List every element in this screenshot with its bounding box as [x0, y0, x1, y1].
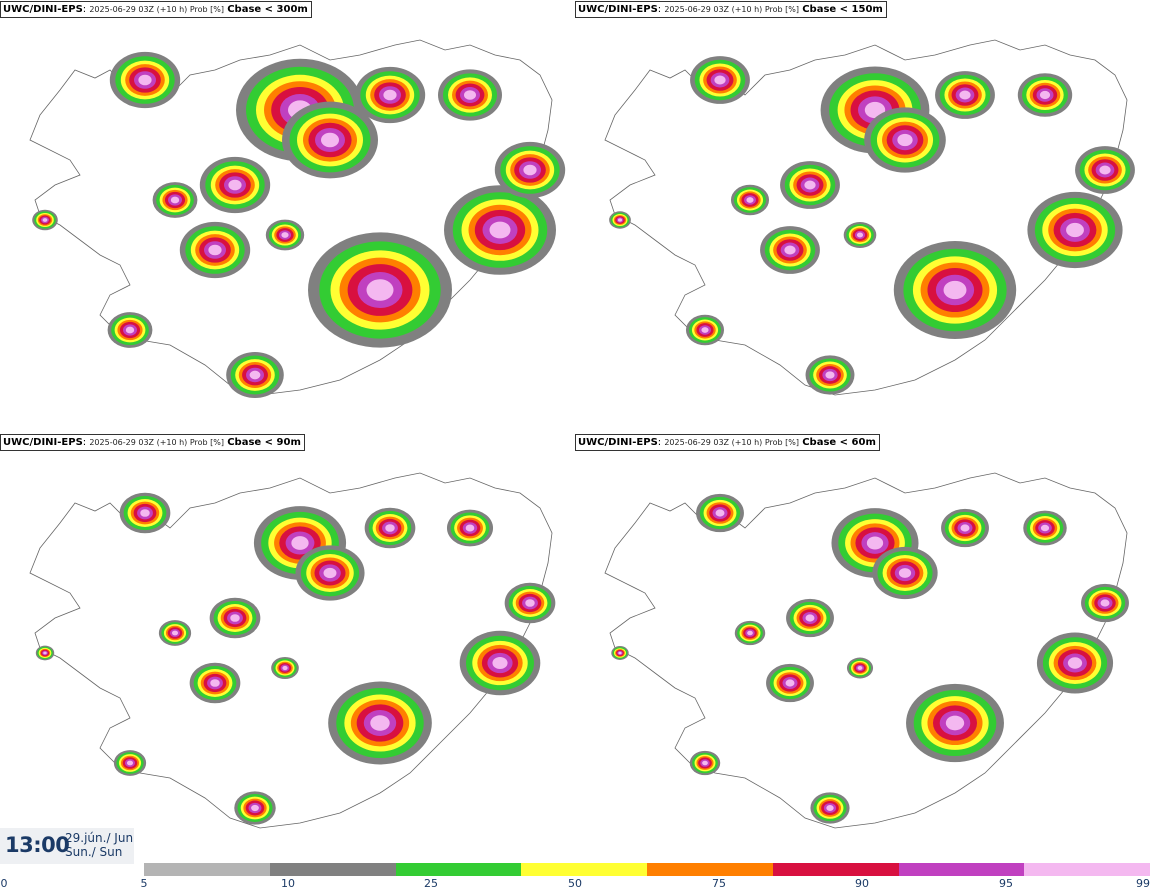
probability-contour	[617, 218, 623, 222]
probability-contour	[208, 244, 222, 256]
probability-contour	[1066, 222, 1084, 238]
color-bar-segment	[1024, 863, 1150, 876]
probability-contour	[171, 630, 179, 636]
probability-contour	[291, 536, 309, 550]
probability-contour	[702, 760, 708, 766]
probability-contour	[383, 89, 397, 101]
probability-contour	[804, 180, 816, 190]
probability-contour	[251, 804, 259, 812]
probability-contour	[1100, 599, 1110, 607]
map-panel-2: UWC/DINI-EPS: 2025-06-29 03Z (+10 h) Pro…	[575, 0, 1150, 435]
panel-title: UWC/DINI-EPS: 2025-06-29 03Z (+10 h) Pro…	[0, 434, 305, 451]
probability-contour	[321, 132, 339, 148]
color-bar-tick-label: 75	[712, 877, 726, 890]
color-bar-segment	[269, 863, 396, 876]
probability-contour	[856, 232, 864, 238]
color-bar-tick-label: 25	[424, 877, 438, 890]
panel-title: UWC/DINI-EPS: 2025-06-29 03Z (+10 h) Pro…	[575, 434, 880, 451]
color-bar-tick-label: 90	[855, 877, 869, 890]
probability-contour	[523, 164, 537, 176]
probability-contour	[825, 371, 835, 379]
probability-contour	[959, 90, 971, 100]
probability-contour	[943, 280, 967, 300]
probability-contour	[857, 666, 863, 670]
probability-contour	[385, 524, 395, 532]
probability-contour	[945, 715, 965, 731]
valid-time-box: 13:00 29.jún./ Jun Sun./ Sun	[0, 828, 134, 864]
probability-contour	[170, 196, 180, 204]
color-bar-tick-label: 95	[999, 877, 1013, 890]
color-bar-tick-label: 10	[281, 877, 295, 890]
map-panel-4: UWC/DINI-EPS: 2025-06-29 03Z (+10 h) Pro…	[575, 433, 1150, 868]
map-canvas	[604, 472, 1129, 829]
probability-contour	[746, 197, 754, 203]
probability-contour	[1099, 165, 1111, 175]
color-bar-segment	[772, 863, 899, 876]
probability-contour	[210, 679, 220, 687]
probability-contour	[785, 679, 795, 687]
probability-contour	[826, 805, 834, 811]
map-panel-3: UWC/DINI-EPS: 2025-06-29 03Z (+10 h) Pro…	[0, 433, 575, 868]
probability-contour	[805, 614, 815, 622]
probability-contour	[866, 536, 884, 550]
probability-contour	[525, 599, 535, 607]
probability-contour	[230, 614, 240, 622]
probability-contour	[138, 74, 152, 86]
probability-contour	[323, 567, 337, 579]
probability-contour	[366, 279, 394, 301]
color-bar-tick-label: 5	[140, 877, 148, 890]
probability-contour	[42, 218, 48, 222]
probability-contour	[140, 509, 150, 517]
prob-field	[611, 493, 1129, 824]
color-bar-tick-label: 0	[0, 877, 8, 890]
map-canvas	[604, 39, 1135, 396]
prob-field	[35, 492, 556, 825]
probability-contour	[281, 232, 289, 238]
map-panel-1: UWC/DINI-EPS: 2025-06-29 03Z (+10 h) Pro…	[0, 0, 575, 435]
valid-date: 29.jún./ Jun Sun./ Sun	[65, 831, 134, 859]
probability-contour	[898, 568, 912, 578]
probability-contour	[492, 656, 508, 670]
panel-title: UWC/DINI-EPS: 2025-06-29 03Z (+10 h) Pro…	[0, 1, 312, 18]
probability-contour	[228, 179, 242, 191]
map-canvas	[29, 39, 566, 399]
probability-contour	[126, 760, 134, 766]
probability-contour	[784, 245, 796, 255]
valid-time: 13:00	[5, 833, 70, 857]
probability-contour	[282, 665, 288, 671]
probability-contour	[249, 370, 261, 380]
color-bar-segment	[144, 863, 270, 876]
color-bar-segment	[521, 863, 647, 876]
prob-field	[609, 56, 1135, 395]
color-bar-tick-label: 50	[568, 877, 582, 890]
probability-contour	[747, 630, 753, 636]
probability-contour	[701, 327, 709, 333]
color-bar-segment	[898, 863, 1025, 876]
map-canvas	[29, 472, 556, 829]
probability-contour	[125, 326, 135, 334]
color-bar-tick-label: 99	[1136, 877, 1150, 890]
color-bar-segment	[647, 863, 773, 876]
panel-title: UWC/DINI-EPS: 2025-06-29 03Z (+10 h) Pro…	[575, 1, 887, 18]
probability-contour	[1039, 90, 1051, 100]
probability-contour	[960, 524, 970, 532]
probability-contour	[714, 75, 726, 85]
probability-contour	[370, 715, 390, 731]
probability-contour	[618, 651, 622, 655]
probability-contour	[489, 221, 511, 239]
probability-contour	[43, 651, 47, 655]
probability-contour	[897, 133, 913, 147]
probability-contour	[465, 524, 475, 532]
prob-field	[32, 51, 566, 399]
probability-contour	[1040, 524, 1050, 532]
probability-contour	[1067, 657, 1083, 669]
color-bar-segment	[395, 863, 522, 876]
probability-contour	[715, 509, 725, 517]
probability-contour	[464, 90, 476, 100]
color-bar	[144, 863, 1150, 876]
probability-contour	[864, 101, 886, 119]
